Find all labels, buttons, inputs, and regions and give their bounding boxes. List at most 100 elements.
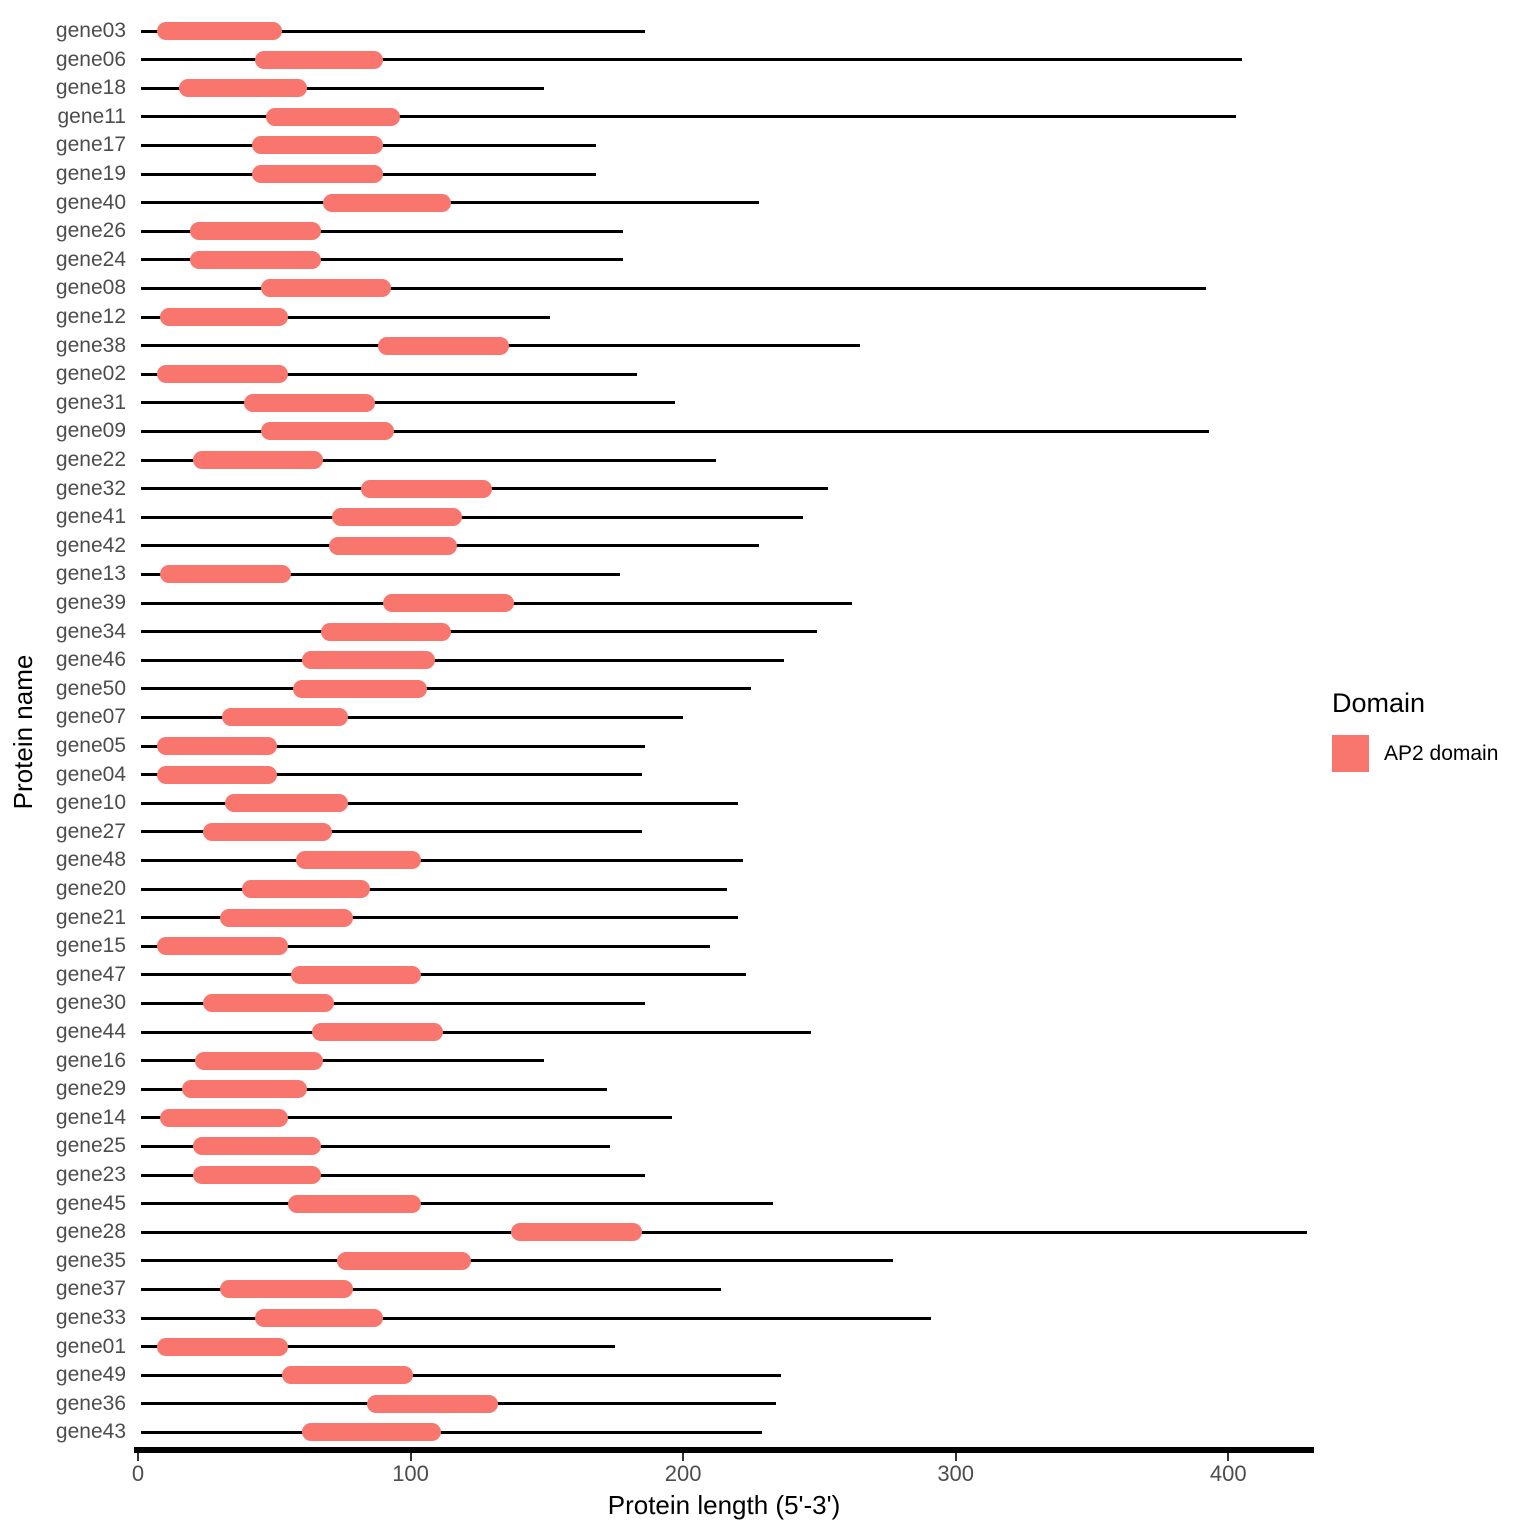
protein-backbone-gene08 [140,286,1207,290]
protein-backbone-gene12 [140,315,550,319]
domain-segment-gene48 [296,851,422,870]
y-axis-label-gene08: gene08 [55,276,126,300]
protein-backbone-gene22 [140,458,716,462]
domain-segment-gene16 [195,1051,324,1070]
domain-segment-gene32 [361,479,493,498]
domain-segment-gene09 [260,422,395,441]
domain-segment-gene06 [255,50,384,69]
domain-segment-gene17 [252,136,384,155]
protein-backbone-gene03 [140,29,645,33]
protein-backbone-gene16 [140,1059,545,1063]
domain-segment-gene47 [290,965,422,984]
protein-backbone-gene31 [140,401,675,405]
x-tick-label-400: 400 [1209,1461,1247,1486]
protein-backbone-gene47 [140,973,746,977]
y-axis-label-gene04: gene04 [55,762,126,786]
x-tick-mark-0 [137,1453,139,1461]
domain-segment-gene27 [203,822,332,841]
domain-segment-gene11 [266,107,400,126]
protein-backbone-gene43 [140,1430,763,1434]
y-axis-label-gene14: gene14 [55,1105,126,1129]
legend-entry: AP2 domain [1332,735,1498,772]
y-axis-label-gene06: gene06 [55,47,126,71]
y-axis-title: Protein name [8,654,38,810]
protein-backbone-gene21 [140,916,738,920]
y-axis-label-gene15: gene15 [55,934,126,958]
y-axis-label-gene17: gene17 [55,133,126,157]
y-axis-label-gene23: gene23 [55,1163,126,1186]
protein-backbone-gene33 [140,1316,932,1320]
domain-segment-gene42 [328,536,457,555]
y-axis-label-gene02: gene02 [55,362,126,386]
legend: Domain AP2 domain [1332,688,1498,772]
legend-swatch-ap2-domain [1332,735,1369,772]
y-axis-label-gene25: gene25 [55,1134,126,1158]
domain-segment-gene31 [244,393,376,412]
protein-backbone-gene28 [140,1230,1308,1234]
y-axis-label-gene42: gene42 [55,533,126,557]
domain-segment-gene36 [366,1394,498,1413]
domain-segment-gene07 [222,708,348,727]
domain-segment-gene46 [301,651,436,670]
protein-backbone-gene14 [140,1116,673,1120]
y-axis-label-gene32: gene32 [55,476,126,500]
x-tick-mark-300 [954,1453,957,1461]
protein-backbone-gene13 [140,572,621,576]
domain-segment-gene04 [157,765,277,784]
y-axis-label-gene01: gene01 [55,1334,126,1358]
domain-segment-gene29 [181,1080,307,1099]
domain-segment-gene25 [192,1137,321,1156]
domain-segment-gene20 [241,880,370,898]
y-axis-label-gene26: gene26 [55,219,126,243]
protein-backbone-gene37 [140,1287,722,1291]
domain-segment-gene14 [159,1108,288,1127]
protein-backbone-gene01 [140,1345,615,1349]
protein-backbone-gene46 [140,658,784,662]
legend-title: Domain [1332,688,1426,718]
domain-segment-gene19 [252,165,384,183]
protein-backbone-gene15 [140,944,711,948]
y-axis-label-gene05: gene05 [55,734,126,757]
y-axis-label-gene33: gene33 [55,1306,126,1329]
domain-segment-gene30 [203,994,335,1013]
protein-backbone-gene24 [140,258,624,262]
y-axis-label-gene28: gene28 [55,1220,126,1244]
y-axis-label-gene41: gene41 [55,505,126,529]
domain-segment-gene45 [287,1194,422,1213]
protein-backbone-gene23 [140,1173,645,1177]
domain-segment-gene28 [511,1223,643,1242]
protein-backbone-gene10 [140,801,738,805]
domain-segment-gene33 [255,1309,384,1327]
x-axis-line [134,1447,1314,1453]
domain-segment-gene10 [225,794,348,813]
domain-segment-gene34 [320,622,452,641]
protein-backbone-gene44 [140,1030,812,1034]
y-axis-label-gene07: gene07 [55,705,126,729]
x-tick-label-300: 300 [937,1461,975,1486]
protein-backbone-gene27 [140,830,643,834]
domain-segment-gene02 [157,365,288,384]
protein-backbone-gene20 [140,887,727,891]
y-axis-label-gene49: gene49 [55,1363,126,1387]
y-axis-label-gene03: gene03 [55,19,126,42]
y-axis-label-gene39: gene39 [55,591,126,614]
protein-backbone-gene07 [140,715,684,719]
domain-segment-gene03 [157,22,283,40]
domain-segment-gene39 [383,594,515,612]
domain-segment-gene21 [219,908,354,927]
domain-segment-gene18 [178,79,307,98]
y-axis-label-gene27: gene27 [55,819,126,843]
domain-segment-gene40 [323,193,452,212]
domain-segment-gene49 [282,1366,414,1385]
y-axis-label-gene16: gene16 [55,1048,126,1072]
domain-segment-gene05 [157,737,277,755]
y-axis-label-gene18: gene18 [55,76,126,100]
y-axis-label-gene34: gene34 [55,619,126,643]
y-axis-label-gene37: gene37 [55,1277,126,1301]
y-axis-label-gene09: gene09 [55,419,126,443]
protein-backbone-gene34 [140,630,817,634]
x-tick-mark-100 [409,1453,412,1461]
y-axis-label-gene29: gene29 [55,1077,126,1101]
protein-backbone-gene04 [140,773,643,777]
